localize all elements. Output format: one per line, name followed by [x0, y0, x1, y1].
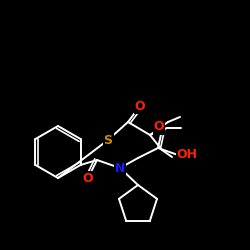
Text: O: O: [154, 120, 164, 134]
Text: O: O: [83, 172, 93, 184]
Text: N: N: [115, 162, 125, 174]
Text: S: S: [104, 134, 112, 146]
Text: OH: OH: [176, 148, 198, 162]
Text: O: O: [135, 100, 145, 112]
